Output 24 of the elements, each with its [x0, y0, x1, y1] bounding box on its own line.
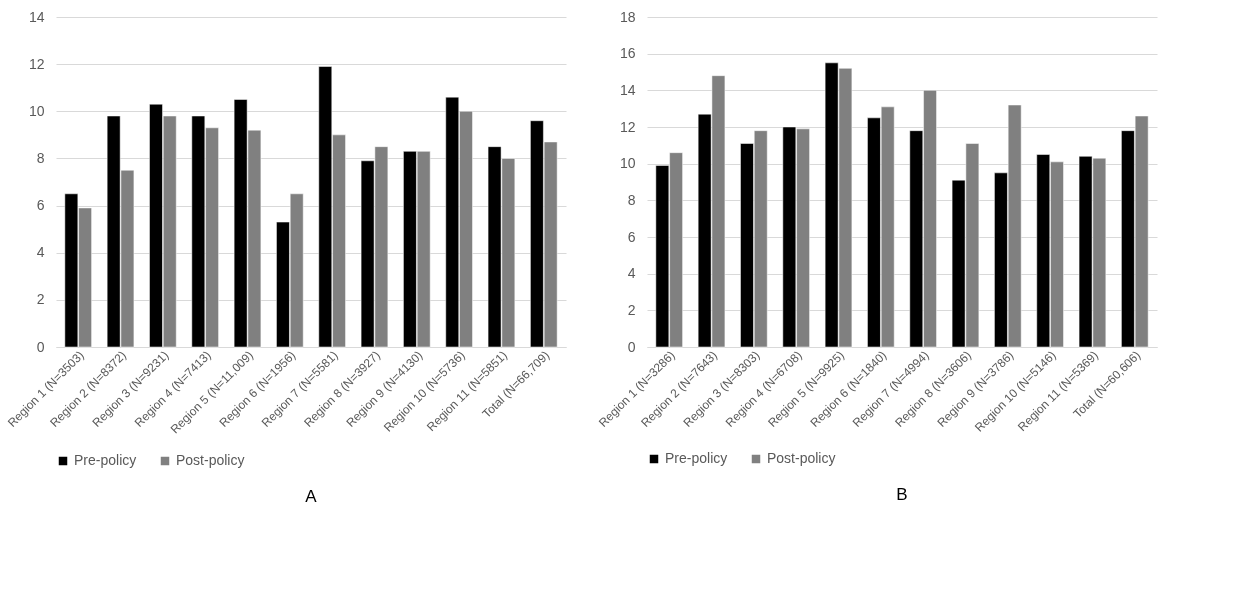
y-tick-label: 12: [619, 118, 636, 135]
y-tick-label: 0: [36, 338, 45, 355]
legend-label: Post-policy: [176, 452, 245, 468]
y-tick-label: 6: [36, 197, 45, 214]
y-tick-label: 8: [36, 149, 45, 166]
y-tick-label: 0: [627, 338, 636, 355]
y-tick-label: 4: [36, 244, 45, 261]
legend-label: Pre-policy: [74, 452, 137, 468]
y-tick-label: 8: [627, 191, 636, 208]
y-tick-label: 2: [627, 301, 636, 318]
y-tick-label: 16: [619, 45, 636, 62]
y-tick-label: 10: [28, 102, 45, 119]
y-tick-label: 14: [619, 81, 636, 98]
y-tick-label: 14: [28, 8, 45, 25]
legend-label: Pre-policy: [665, 450, 728, 466]
y-tick-label: 18: [619, 8, 636, 25]
text: B: [896, 485, 908, 504]
y-tick-label: 10: [619, 155, 636, 172]
y-tick-label: 12: [28, 55, 45, 72]
y-tick-label: 2: [36, 291, 45, 308]
text: A: [305, 487, 318, 506]
legend-label: Post-policy: [767, 450, 836, 466]
y-tick-label: 6: [627, 228, 636, 245]
y-tick-label: 4: [627, 265, 636, 282]
